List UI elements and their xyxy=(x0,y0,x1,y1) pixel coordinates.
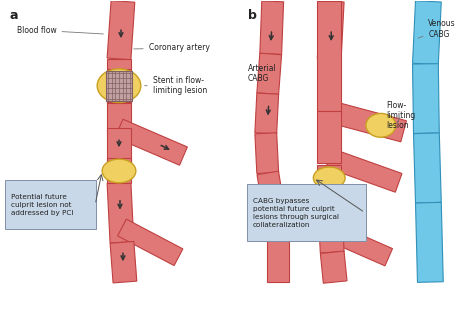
Polygon shape xyxy=(107,59,131,103)
Text: Coronary artery: Coronary artery xyxy=(134,44,210,53)
Polygon shape xyxy=(267,232,289,282)
FancyBboxPatch shape xyxy=(247,184,366,241)
Ellipse shape xyxy=(313,167,345,189)
Polygon shape xyxy=(326,149,402,192)
Polygon shape xyxy=(107,128,131,168)
Polygon shape xyxy=(118,219,183,266)
Polygon shape xyxy=(107,101,131,133)
Polygon shape xyxy=(317,1,341,112)
Polygon shape xyxy=(413,133,441,203)
Polygon shape xyxy=(327,101,406,142)
Polygon shape xyxy=(328,224,392,266)
Polygon shape xyxy=(115,119,187,165)
Polygon shape xyxy=(320,251,347,283)
Polygon shape xyxy=(107,182,134,243)
Polygon shape xyxy=(317,192,344,253)
Text: a: a xyxy=(10,9,18,22)
Polygon shape xyxy=(317,112,341,163)
FancyBboxPatch shape xyxy=(5,180,96,229)
Polygon shape xyxy=(255,93,279,134)
Polygon shape xyxy=(257,171,283,204)
Polygon shape xyxy=(260,1,283,54)
Ellipse shape xyxy=(97,69,141,103)
Polygon shape xyxy=(416,202,443,282)
Text: Stent in flow-
limiting lesion: Stent in flow- limiting lesion xyxy=(145,76,207,95)
Polygon shape xyxy=(277,213,318,227)
Text: Venous
CABG: Venous CABG xyxy=(418,19,456,39)
Polygon shape xyxy=(110,241,137,283)
Text: Potential future
culprit lesion not
addressed by PCI: Potential future culprit lesion not addr… xyxy=(11,194,73,216)
Text: Flow-
limiting
lesion: Flow- limiting lesion xyxy=(387,101,416,130)
Text: Arterial
CABG: Arterial CABG xyxy=(248,64,277,84)
Polygon shape xyxy=(255,133,279,173)
Polygon shape xyxy=(412,1,441,65)
Text: Blood flow: Blood flow xyxy=(17,26,103,35)
Polygon shape xyxy=(317,165,341,193)
Polygon shape xyxy=(412,64,439,134)
Text: b: b xyxy=(248,9,257,22)
Polygon shape xyxy=(257,53,282,95)
FancyBboxPatch shape xyxy=(106,71,132,101)
Polygon shape xyxy=(107,1,135,60)
Polygon shape xyxy=(317,1,344,60)
Ellipse shape xyxy=(366,114,396,137)
Polygon shape xyxy=(107,158,131,183)
Ellipse shape xyxy=(102,159,136,183)
Text: CABG bypasses
potential future culprit
lesions through surgical
collateralizatio: CABG bypasses potential future culprit l… xyxy=(253,197,339,228)
Polygon shape xyxy=(107,69,131,102)
Polygon shape xyxy=(262,201,288,234)
